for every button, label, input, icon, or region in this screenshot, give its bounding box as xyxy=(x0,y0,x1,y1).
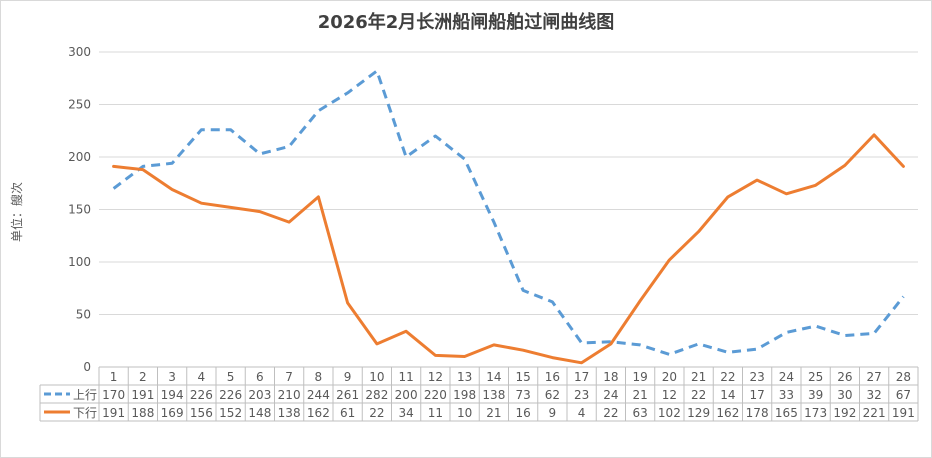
x-tick-label: 21 xyxy=(691,370,706,384)
y-tick-label: 100 xyxy=(68,255,91,269)
data-label: 170 xyxy=(102,388,125,402)
data-label: 12 xyxy=(662,388,677,402)
x-tick-label: 24 xyxy=(779,370,794,384)
x-tick-label: 26 xyxy=(837,370,852,384)
x-tick-label: 19 xyxy=(632,370,647,384)
data-label: 220 xyxy=(424,388,447,402)
data-label: 62 xyxy=(545,388,560,402)
x-tick-label: 18 xyxy=(603,370,618,384)
data-label: 16 xyxy=(515,406,530,420)
y-tick-label: 0 xyxy=(83,360,91,374)
data-label: 21 xyxy=(632,388,647,402)
y-tick-label: 300 xyxy=(68,45,91,59)
data-label: 17 xyxy=(749,388,764,402)
data-label: 192 xyxy=(833,406,856,420)
data-label: 22 xyxy=(603,406,618,420)
data-label: 23 xyxy=(574,388,589,402)
data-label: 152 xyxy=(219,406,242,420)
data-label: 191 xyxy=(102,406,125,420)
x-tick-label: 13 xyxy=(457,370,472,384)
x-tick-label: 28 xyxy=(896,370,911,384)
x-tick-label: 9 xyxy=(344,370,352,384)
x-tick-label: 1 xyxy=(110,370,118,384)
data-label: 191 xyxy=(131,388,154,402)
chart-title: 2026年2月长洲船闸船舶过闸曲线图 xyxy=(317,12,615,33)
legend-label-1: 上行 xyxy=(73,388,97,402)
x-tick-label: 20 xyxy=(662,370,677,384)
data-label: 22 xyxy=(369,406,384,420)
data-label: 226 xyxy=(219,388,242,402)
data-label: 178 xyxy=(746,406,769,420)
x-tick-label: 27 xyxy=(866,370,881,384)
data-label: 14 xyxy=(720,388,735,402)
data-label: 129 xyxy=(687,406,710,420)
x-tick-label: 16 xyxy=(545,370,560,384)
x-tick-label: 11 xyxy=(398,370,413,384)
series-line-1 xyxy=(112,69,905,356)
data-label: 10 xyxy=(457,406,472,420)
data-label: 165 xyxy=(775,406,798,420)
data-label: 21 xyxy=(486,406,501,420)
data-label: 282 xyxy=(365,388,388,402)
data-label: 9 xyxy=(549,406,557,420)
data-label: 203 xyxy=(248,388,271,402)
data-label: 138 xyxy=(278,406,301,420)
data-label: 173 xyxy=(804,406,827,420)
data-label: 138 xyxy=(482,388,505,402)
y-tick-label: 250 xyxy=(68,98,91,112)
x-tick-label: 4 xyxy=(198,370,206,384)
data-label: 4 xyxy=(578,406,586,420)
data-label: 24 xyxy=(603,388,618,402)
x-tick-label: 6 xyxy=(256,370,264,384)
data-label: 63 xyxy=(632,406,647,420)
x-tick-label: 8 xyxy=(315,370,323,384)
series-line-2 xyxy=(112,133,905,365)
data-label: 33 xyxy=(779,388,794,402)
y-tick-label: 150 xyxy=(68,203,91,217)
x-tick-label: 10 xyxy=(369,370,384,384)
data-label: 200 xyxy=(395,388,418,402)
data-label: 162 xyxy=(716,406,739,420)
x-tick-label: 17 xyxy=(574,370,589,384)
x-tick-label: 3 xyxy=(168,370,176,384)
data-label: 148 xyxy=(248,406,271,420)
data-label: 22 xyxy=(691,388,706,402)
x-tick-label: 23 xyxy=(749,370,764,384)
x-tick-label: 14 xyxy=(486,370,501,384)
y-tick-label: 50 xyxy=(76,308,91,322)
x-tick-label: 7 xyxy=(285,370,293,384)
legend-label-2: 下行 xyxy=(73,406,97,420)
x-tick-label: 12 xyxy=(428,370,443,384)
data-label: 11 xyxy=(428,406,443,420)
x-tick-label: 25 xyxy=(808,370,823,384)
data-label: 30 xyxy=(837,388,852,402)
data-label: 67 xyxy=(896,388,911,402)
data-label: 73 xyxy=(515,388,530,402)
y-tick-label: 200 xyxy=(68,150,91,164)
data-label: 221 xyxy=(863,406,886,420)
data-label: 32 xyxy=(866,388,881,402)
data-label: 34 xyxy=(398,406,413,420)
data-label: 102 xyxy=(658,406,681,420)
data-label: 191 xyxy=(892,406,915,420)
data-label: 244 xyxy=(307,388,330,402)
x-tick-label: 22 xyxy=(720,370,735,384)
data-label: 226 xyxy=(190,388,213,402)
data-label: 169 xyxy=(161,406,184,420)
data-label: 210 xyxy=(278,388,301,402)
x-tick-label: 5 xyxy=(227,370,235,384)
data-label: 61 xyxy=(340,406,355,420)
data-label: 194 xyxy=(161,388,184,402)
data-label: 156 xyxy=(190,406,213,420)
data-label: 188 xyxy=(131,406,154,420)
data-label: 198 xyxy=(453,388,476,402)
x-tick-label: 2 xyxy=(139,370,147,384)
data-label: 261 xyxy=(336,388,359,402)
data-label: 39 xyxy=(808,388,823,402)
data-label: 162 xyxy=(307,406,330,420)
x-tick-label: 15 xyxy=(515,370,530,384)
